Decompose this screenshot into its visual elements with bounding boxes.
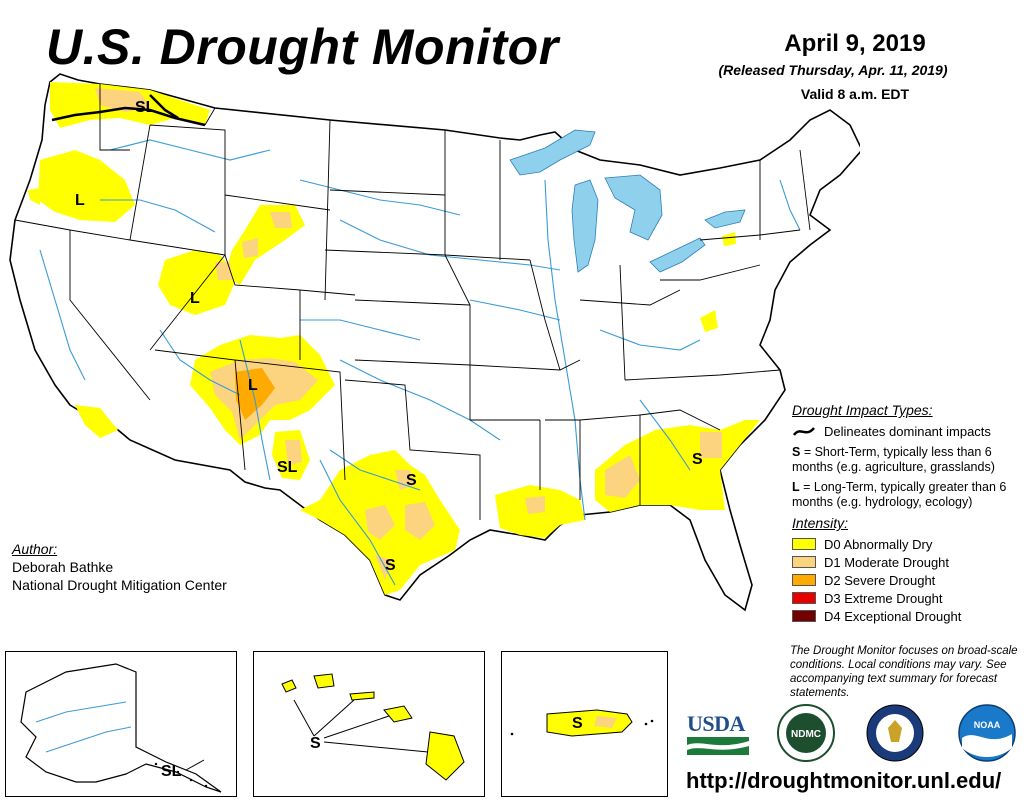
ndmc-logo-text: NDMC [791,729,821,740]
disclaimer-note: The Drought Monitor focuses on broad-sca… [790,645,1018,699]
swatch-d4 [792,610,816,622]
short-term-definition: S = Short-Term, typically less than 6 mo… [792,445,995,474]
label-northwest-sl: SL [135,99,156,116]
state-boundaries [14,84,811,520]
swatch-d3 [792,592,816,604]
alaska-outline [20,663,222,793]
impact-types-heading: Drought Impact Types: [792,402,933,418]
label-alaska-sl: SL [161,763,182,780]
puerto-rico-d0 [546,709,633,737]
puerto-rico-d1 [594,716,617,728]
intensity-label: D0 Abnormally Dry [824,536,933,552]
label-puerto-rico-s: S [572,715,583,732]
delineates-text: Delineates dominant impacts [824,423,991,439]
intensity-label: D3 Extreme Drought [824,590,943,606]
release-date: (Released Thursday, Apr. 11, 2019) [718,62,948,78]
intensity-label: D1 Moderate Drought [824,554,950,570]
drought-areas [28,82,760,595]
noaa-logo-text: NOAA [974,720,1001,730]
d1-utah [215,262,232,280]
usda-landscape-icon [687,737,749,755]
puerto-rico-map: S [510,709,654,737]
intensity-label: D4 Exceptional Drought [824,608,962,624]
conus-map: SL L L L SL S S S [9,73,860,612]
label-utah-l: L [190,290,200,307]
long-term-definition: L = Long-Term, typically greater than 6 … [792,480,1007,509]
d0-california-south [75,405,118,438]
intensity-row: D1 Moderate Drought [792,553,1027,571]
oahu [313,673,335,689]
intensity-row: D2 Severe Drought [792,571,1027,589]
d0-oregon-coast [28,188,40,205]
noaa-logo: NOAA [958,704,1016,767]
lake-ontario [704,209,746,229]
d1-new-mexico [285,440,302,465]
impact-delineations [51,94,206,127]
puerto-rico-inset: S [501,651,668,797]
label-new-mexico-sl: SL [277,459,298,476]
d1-texas-north [395,470,415,490]
great-lakes [182,129,746,281]
intensity-row: D0 Abnormally Dry [792,535,1027,553]
label-texas-south-s: S [385,557,396,574]
intensity-row: D4 Exceptional Drought [792,607,1027,625]
label-georgia-s: S [692,451,703,468]
swatch-d2 [792,574,816,586]
website-link[interactable]: http://droughtmonitor.unl.edu/ [686,768,1002,793]
d1-texas-south [375,555,392,580]
molokai [349,691,375,701]
intensity-label: D2 Severe Drought [824,572,936,588]
author-block: Author: Deborah Bathke National Drought … [12,540,227,594]
commerce-seal-icon [866,704,924,767]
d1-washington [95,88,150,112]
d1-idaho [242,238,258,258]
lake-michigan [571,179,599,273]
lake-huron [604,174,663,241]
label-texas-north-s: S [406,472,417,489]
delineates-row: Delineates dominant impacts [792,422,1027,440]
author-name: Deborah Bathke [12,559,114,575]
swatch-d1 [792,556,816,568]
d0-new-york [722,232,736,246]
delineation-line-icon [792,427,815,436]
intensity-heading: Intensity: [792,515,849,531]
author-org: National Drought Mitigation Center [12,577,227,593]
big-island [425,731,465,781]
label-oregon-l: L [75,192,85,209]
swatch-d0 [792,538,816,550]
d1-gulf-coast [525,496,545,514]
rivers [39,139,801,586]
kauai [281,679,297,693]
map-title: U.S. Drought Monitor [46,19,559,75]
label-hawaii-s: S [310,735,321,752]
map-date: April 9, 2019 [784,30,926,57]
alaska-map: SL [20,663,222,793]
usda-logo-text: USDA [687,711,745,736]
d1-texas-east [405,502,435,540]
legend: Drought Impact Types: Delineates dominan… [792,402,1027,625]
usda-logo: USDA [687,711,749,756]
hawaii-map: S [281,673,465,781]
author-heading: Author: [12,541,58,557]
d2-four-corners [235,368,275,420]
ndmc-logo: NDMC [777,704,835,767]
d1-wyoming [270,212,292,228]
d0-oregon [38,150,135,222]
d1-southeast-east [700,432,722,458]
d1-southeast-west [605,455,640,498]
intensity-row: D3 Extreme Drought [792,589,1027,607]
hawaii-inset: S [253,651,485,797]
d1-texas-central [365,505,395,540]
label-four-corners-l: L [248,377,258,394]
lake-erie [649,237,706,273]
valid-time: Valid 8 a.m. EDT [800,86,910,102]
maui [383,705,413,723]
d0-virginia [700,310,718,332]
alaska-inset: SL [5,651,237,797]
lake-superior [509,129,596,176]
